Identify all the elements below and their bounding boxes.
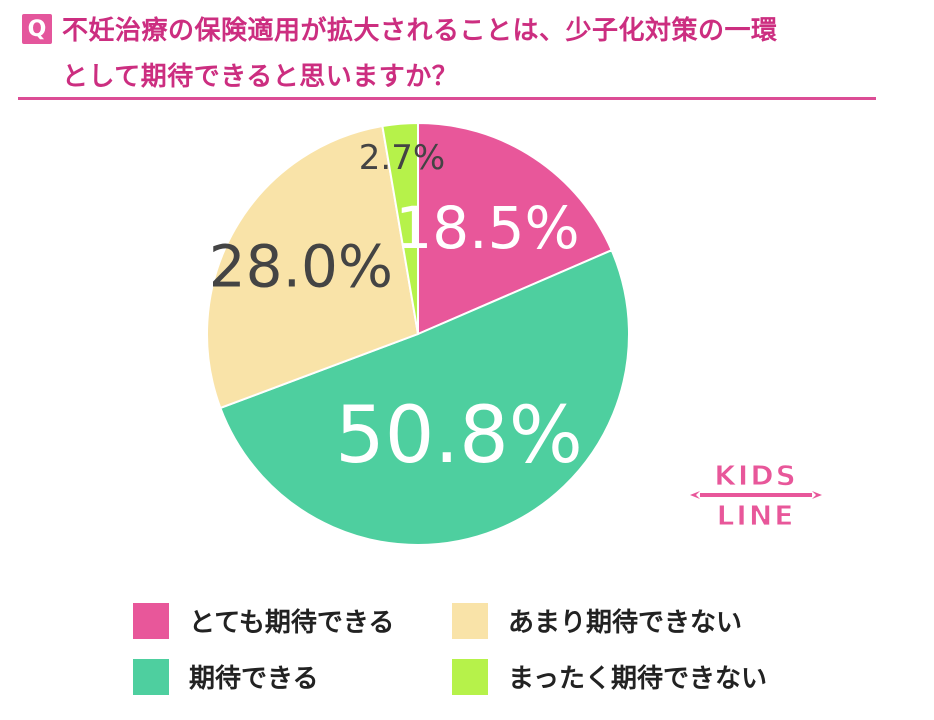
legend-swatch [452, 602, 488, 639]
slice-not-at-all-expected [381, 121, 419, 335]
question-title-line2: として期待できると思いますか？ [62, 62, 459, 92]
svg-text:LINE: LINE [717, 499, 796, 532]
legend-item-very-expected: とても期待できる [133, 602, 394, 639]
title-divider [18, 97, 876, 100]
slice-expected [219, 248, 630, 546]
legend-item-expected: 期待できる [133, 658, 318, 695]
legend-label: 期待できる [189, 664, 319, 694]
legend-item-not-at-all-expected: まったく期待できない [452, 658, 767, 695]
data-label-not-very-expected: 28.0% [209, 233, 393, 301]
legend-label: あまり期待できない [508, 608, 743, 638]
svg-text:KIDS: KIDS [714, 459, 798, 492]
data-label-very-expected: 18.5% [395, 194, 579, 262]
legend-swatch [133, 658, 169, 695]
legend-label: とても期待できる [189, 608, 395, 638]
data-label-not-at-all-expected: 2.7% [359, 138, 445, 178]
slice-not-very-expected [206, 124, 420, 410]
legend-item-not-very-expected: あまり期待できない [452, 602, 742, 639]
data-label-expected: 50.8% [335, 391, 583, 481]
kids-line-logo: KIDS LINE [690, 459, 822, 533]
question-title-line1: 不妊治療の保険適用が拡大されることは、少子化対策の一環 [62, 16, 778, 46]
logo-mark: KIDS LINE [690, 459, 822, 533]
legend-swatch [452, 658, 488, 695]
slice-very-expected [417, 121, 613, 336]
legend-swatch [133, 602, 169, 639]
legend-label: まったく期待できない [508, 664, 767, 694]
question-badge: Q [22, 14, 52, 44]
